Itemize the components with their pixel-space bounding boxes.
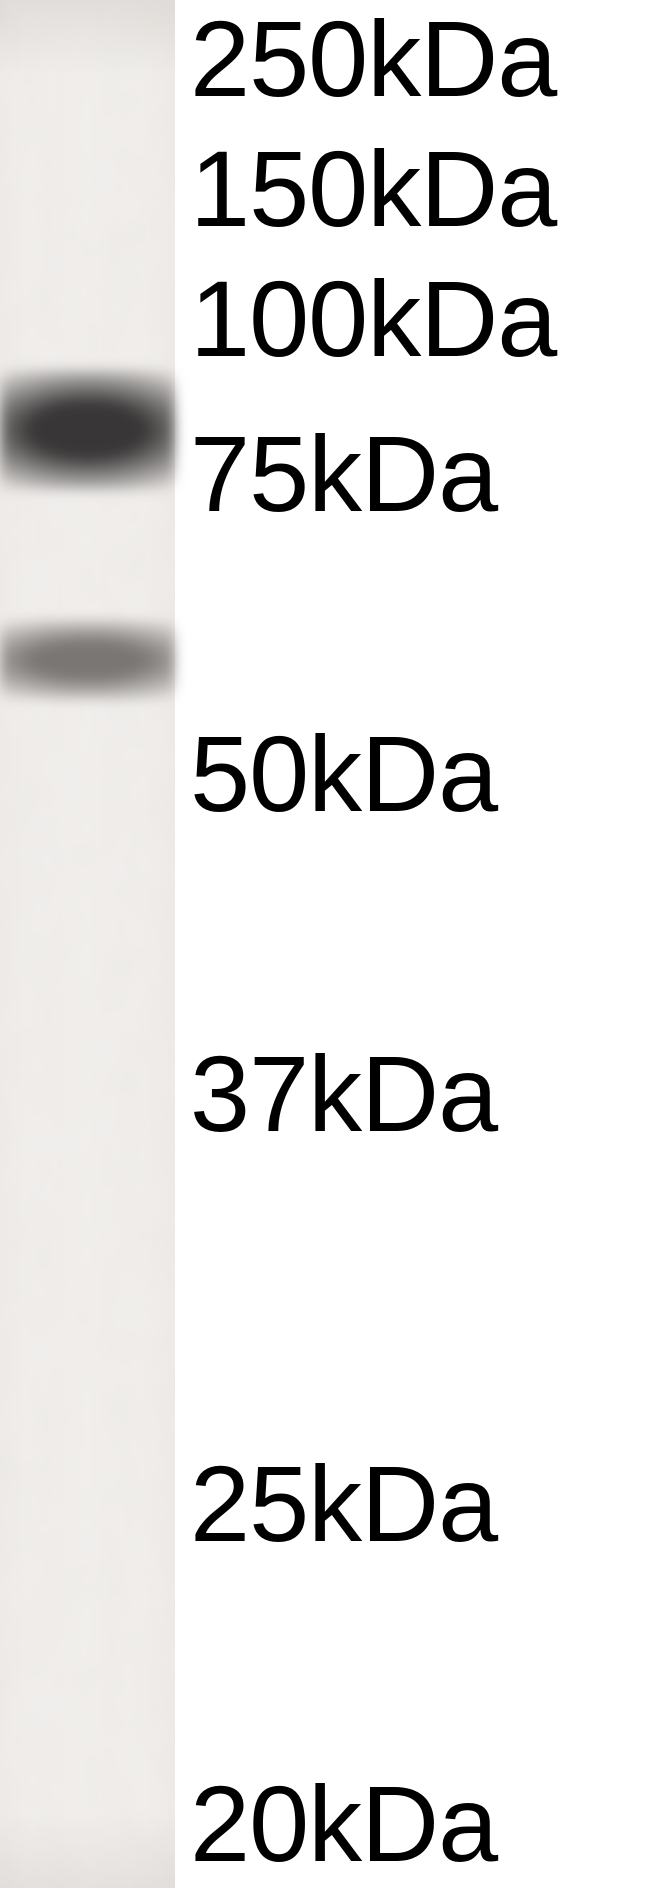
- mw-label-75kda: 75kDa: [190, 420, 497, 528]
- western-blot-lane: [0, 0, 175, 1888]
- mw-label-50kda: 50kDa: [190, 720, 497, 828]
- mw-label-150kda: 150kDa: [190, 135, 556, 243]
- mw-label-25kda: 25kDa: [190, 1450, 497, 1558]
- mw-label-100kda: 100kDa: [190, 265, 556, 373]
- blot-band-1: [0, 620, 175, 700]
- blot-background: [0, 0, 175, 1888]
- mw-label-250kda: 250kDa: [190, 5, 556, 113]
- mw-label-37kda: 37kDa: [190, 1040, 497, 1148]
- mw-label-20kda: 20kDa: [190, 1770, 497, 1878]
- blot-band-0: [0, 370, 175, 490]
